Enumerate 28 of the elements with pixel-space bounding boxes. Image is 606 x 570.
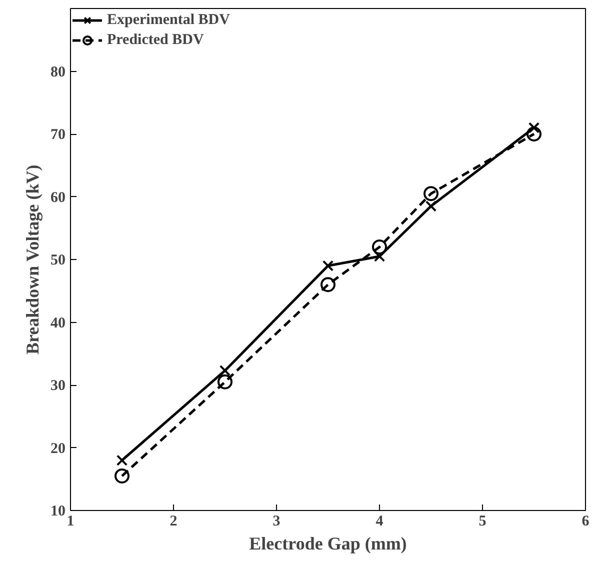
point xyxy=(425,200,437,212)
point xyxy=(372,239,387,254)
x-tick-label: 2 xyxy=(170,514,178,530)
x-tick-label: 1 xyxy=(66,514,74,530)
point xyxy=(116,454,128,466)
point xyxy=(218,374,232,390)
x-tick-label: 5 xyxy=(478,514,486,530)
y-tick-label: 40 xyxy=(50,315,66,332)
y-axis-title: Breakdown Voltage (kV) xyxy=(22,164,42,355)
y-tick-label: 60 xyxy=(50,190,66,206)
point xyxy=(219,364,231,376)
y-tick-label: 30 xyxy=(50,378,66,394)
point xyxy=(320,277,336,292)
x-tick-label: 3 xyxy=(272,514,280,530)
legend-label: Experimental BDV xyxy=(107,12,230,28)
x-tick-label: 6 xyxy=(582,514,590,530)
x-axis-title: Electrode Gap (mm) xyxy=(249,534,407,554)
point xyxy=(114,468,130,484)
y-tick-label: 10 xyxy=(50,504,66,520)
point xyxy=(424,186,438,202)
y-tick-label: 20 xyxy=(50,440,66,457)
y-tick-label: 80 xyxy=(50,64,66,80)
x-tick-label: 4 xyxy=(376,514,384,530)
point xyxy=(322,260,334,272)
y-tick-label: 50 xyxy=(50,252,66,268)
y-tick-label: 70 xyxy=(50,127,66,143)
legend-label: Predicted BDV xyxy=(107,32,204,48)
point xyxy=(374,250,386,262)
